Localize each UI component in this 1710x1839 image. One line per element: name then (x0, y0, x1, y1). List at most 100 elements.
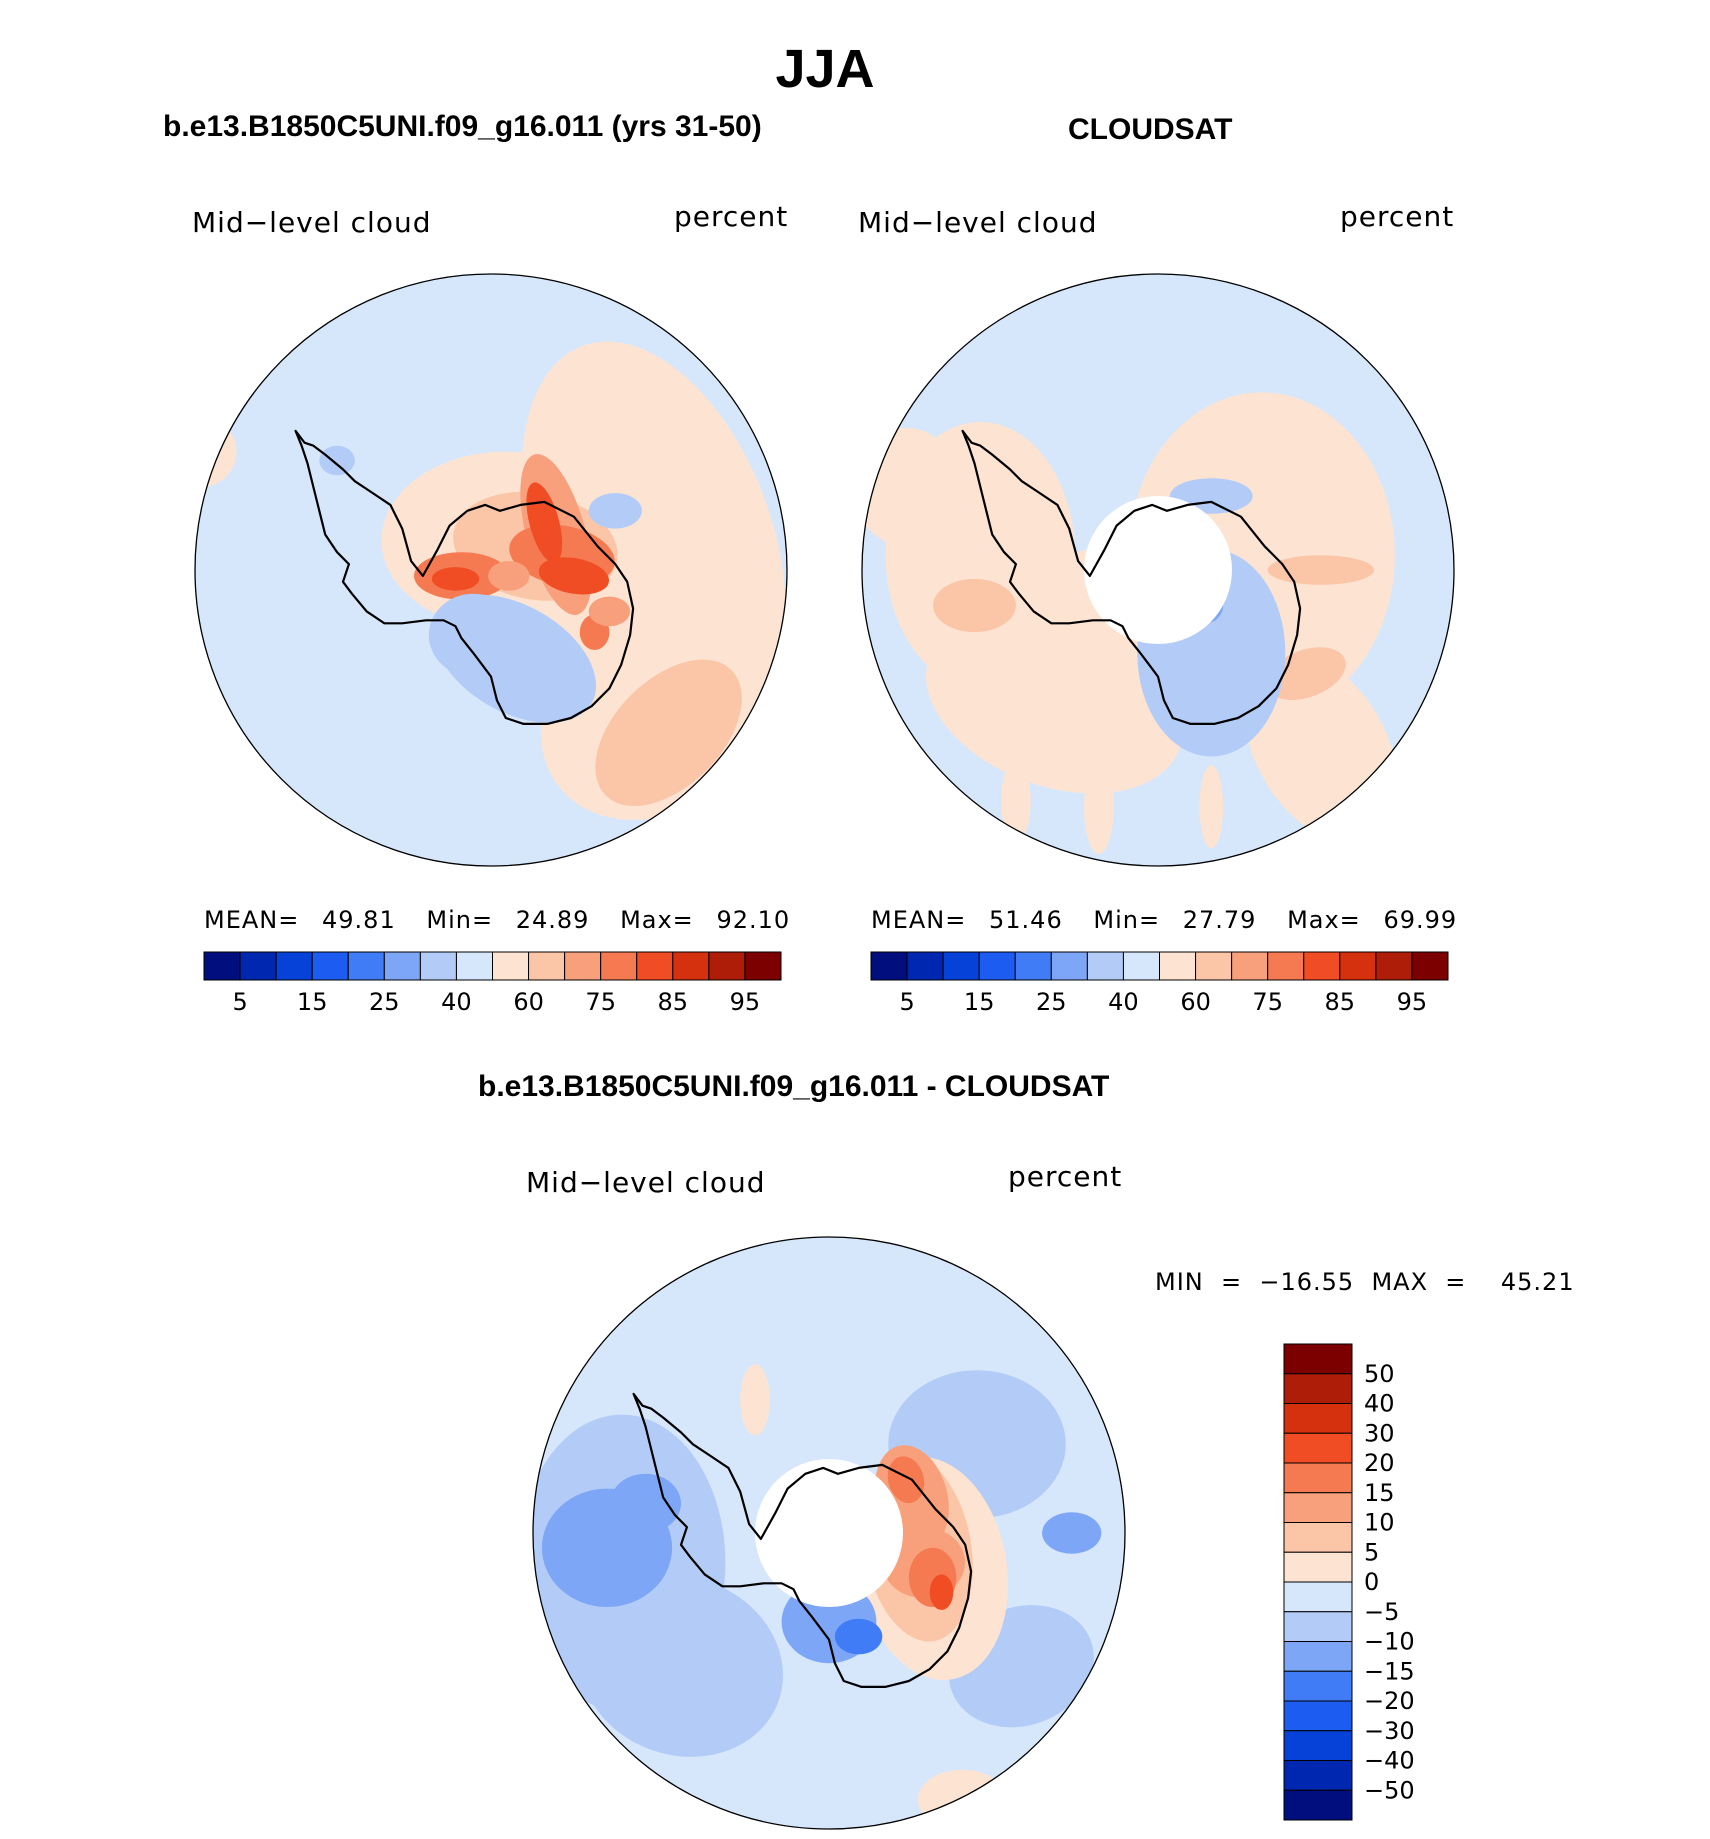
obs-colorbar-box (978, 951, 1016, 981)
obs-colorbar-box (1411, 951, 1449, 981)
obs-coastline (961, 429, 1302, 725)
model-contour-19 (319, 445, 355, 476)
diff-boundary (532, 1236, 1126, 1830)
diff-colorbar-box (1283, 1700, 1353, 1732)
diff-colorbar-tick-label: 0 (1364, 1568, 1379, 1596)
model-colorbar-box (528, 951, 566, 981)
obs-colorbar-box (870, 951, 908, 981)
obs-colorbar-box (1159, 951, 1197, 981)
diff-min-max-stats: MIN = −16.55 MAX = 45.21 (1155, 1268, 1575, 1296)
model-colorbar-tick-label: 15 (297, 988, 328, 1016)
model-contour-13 (488, 561, 530, 591)
diff-colorbar-tick-label: −15 (1364, 1657, 1415, 1685)
diff-contour-5 (610, 1473, 681, 1533)
figure-title: JJA (775, 39, 875, 99)
diff-colorbar-box (1283, 1373, 1353, 1404)
model-colorbar-tick-label: 85 (658, 988, 689, 1016)
obs-colorbar-box (942, 951, 980, 981)
model-min-value: 24.89 (515, 906, 590, 934)
model-colorbar-box (347, 951, 385, 981)
model-colorbar-tick-label: 40 (441, 988, 472, 1016)
obs-colorbar-tick-label: 85 (1325, 988, 1356, 1016)
obs-contour-11 (1266, 647, 1346, 700)
obs-colorbar-box (1122, 951, 1160, 981)
diff-colorbar-box (1283, 1730, 1353, 1761)
diff-colorbar-box (1283, 1343, 1353, 1375)
obs-contour-7 (1267, 555, 1375, 585)
model-colorbar-box (419, 951, 457, 981)
obs-colorbar-tick-label: 40 (1108, 988, 1139, 1016)
diff-field (533, 1237, 1125, 1829)
diff-colorbar-box (1283, 1670, 1353, 1702)
obs-contour-8 (1001, 759, 1031, 843)
diff-colorbar-tick-label: −10 (1364, 1628, 1415, 1656)
model-units-label: percent (674, 200, 789, 233)
model-colorbar-tick-label: 75 (585, 988, 616, 1016)
model-colorbar-tick-label: 25 (369, 988, 400, 1016)
model-colorbar-box (636, 951, 674, 981)
obs-max-value: 69.99 (1383, 906, 1458, 934)
diff-colorbar-tick-label: −50 (1364, 1776, 1415, 1804)
obs-colorbar-tick-label: 75 (1252, 988, 1283, 1016)
model-colorbar-box (455, 951, 494, 981)
obs-contour-9 (1084, 759, 1114, 855)
model-colorbar-box (203, 951, 241, 981)
model-max-label: Max= (620, 906, 694, 934)
obs-mean-label: MEAN= (871, 906, 967, 934)
model-colorbar-box (383, 951, 421, 981)
diff-colorbar-box (1283, 1641, 1353, 1672)
diff-colorbar-box (1283, 1551, 1353, 1583)
model-colorbar-tick-label: 60 (513, 988, 544, 1016)
diff-contour-6 (1042, 1512, 1102, 1554)
diff-colorbar-tick-label: 20 (1364, 1449, 1395, 1477)
obs-colorbar-box (1339, 951, 1377, 981)
diff-colorbar-box (1283, 1611, 1353, 1642)
diff-contour-1 (579, 1575, 783, 1757)
model-colorbar-tick-label: 5 (232, 988, 247, 1016)
diff-missing-data-hole (755, 1459, 903, 1607)
diff-colorbar-tick-label: −30 (1364, 1717, 1415, 1745)
obs-colorbar-tick-label: 5 (899, 988, 914, 1016)
diff-colorbar-box (1283, 1492, 1353, 1523)
obs-stats: MEAN= 51.46 Min= 27.79 Max= 69.99 (871, 906, 1457, 934)
diff-colorbar-box (1283, 1522, 1353, 1553)
diff-colorbar-box (1283, 1403, 1353, 1434)
model-contour-18 (588, 493, 642, 529)
model-colorbar-box (744, 951, 782, 981)
model-colorbar-box (492, 951, 530, 981)
obs-colorbar-box (1303, 951, 1341, 981)
diff-colorbar-box (1283, 1432, 1353, 1464)
model-contour-5 (195, 416, 237, 488)
obs-colorbar-box (1267, 951, 1305, 981)
model-variable-label: Mid−level cloud (192, 206, 432, 239)
diff-contour-14 (887, 1456, 925, 1504)
model-contour-9 (538, 557, 609, 595)
model-stats: MEAN= 49.81 Min= 24.89 Max= 92.10 (204, 906, 790, 934)
obs-colorbar-box (906, 951, 944, 981)
diff-contour-17 (834, 1618, 883, 1655)
model-panel-title: b.e13.B1850C5UNI.f09_g16.011 (yrs 31-50) (163, 110, 762, 143)
obs-map (861, 273, 1455, 867)
diff-colorbar-tick-label: 30 (1364, 1419, 1395, 1447)
obs-colorbar: 5 15 25 40 60 75 85 95 (870, 951, 1449, 1016)
model-colorbar-tick-label: 95 (730, 988, 761, 1016)
obs-colorbar-box (1050, 951, 1088, 981)
model-colorbar: 5 15 25 40 60 75 85 95 (203, 951, 782, 1016)
model-colorbar-box (564, 951, 602, 981)
diff-colorbar-box (1283, 1760, 1353, 1791)
obs-missing-data-hole (1084, 496, 1232, 644)
diff-units-label: percent (1008, 1160, 1123, 1193)
obs-colorbar-box (1014, 951, 1052, 981)
model-colorbar-box (239, 951, 277, 981)
model-colorbar-box (672, 951, 710, 981)
obs-contour-5 (862, 427, 960, 547)
diff-colorbar-tick-label: 5 (1364, 1538, 1379, 1566)
obs-colorbar-box (1195, 951, 1233, 981)
obs-mean-value: 51.46 (989, 906, 1063, 934)
model-mean-label: MEAN= (204, 906, 300, 934)
model-contour-4 (595, 659, 742, 807)
diff-panel-title: b.e13.B1850C5UNI.f09_g16.011 - CLOUDSAT (478, 1070, 1110, 1103)
model-min-label: Min= (426, 906, 494, 934)
